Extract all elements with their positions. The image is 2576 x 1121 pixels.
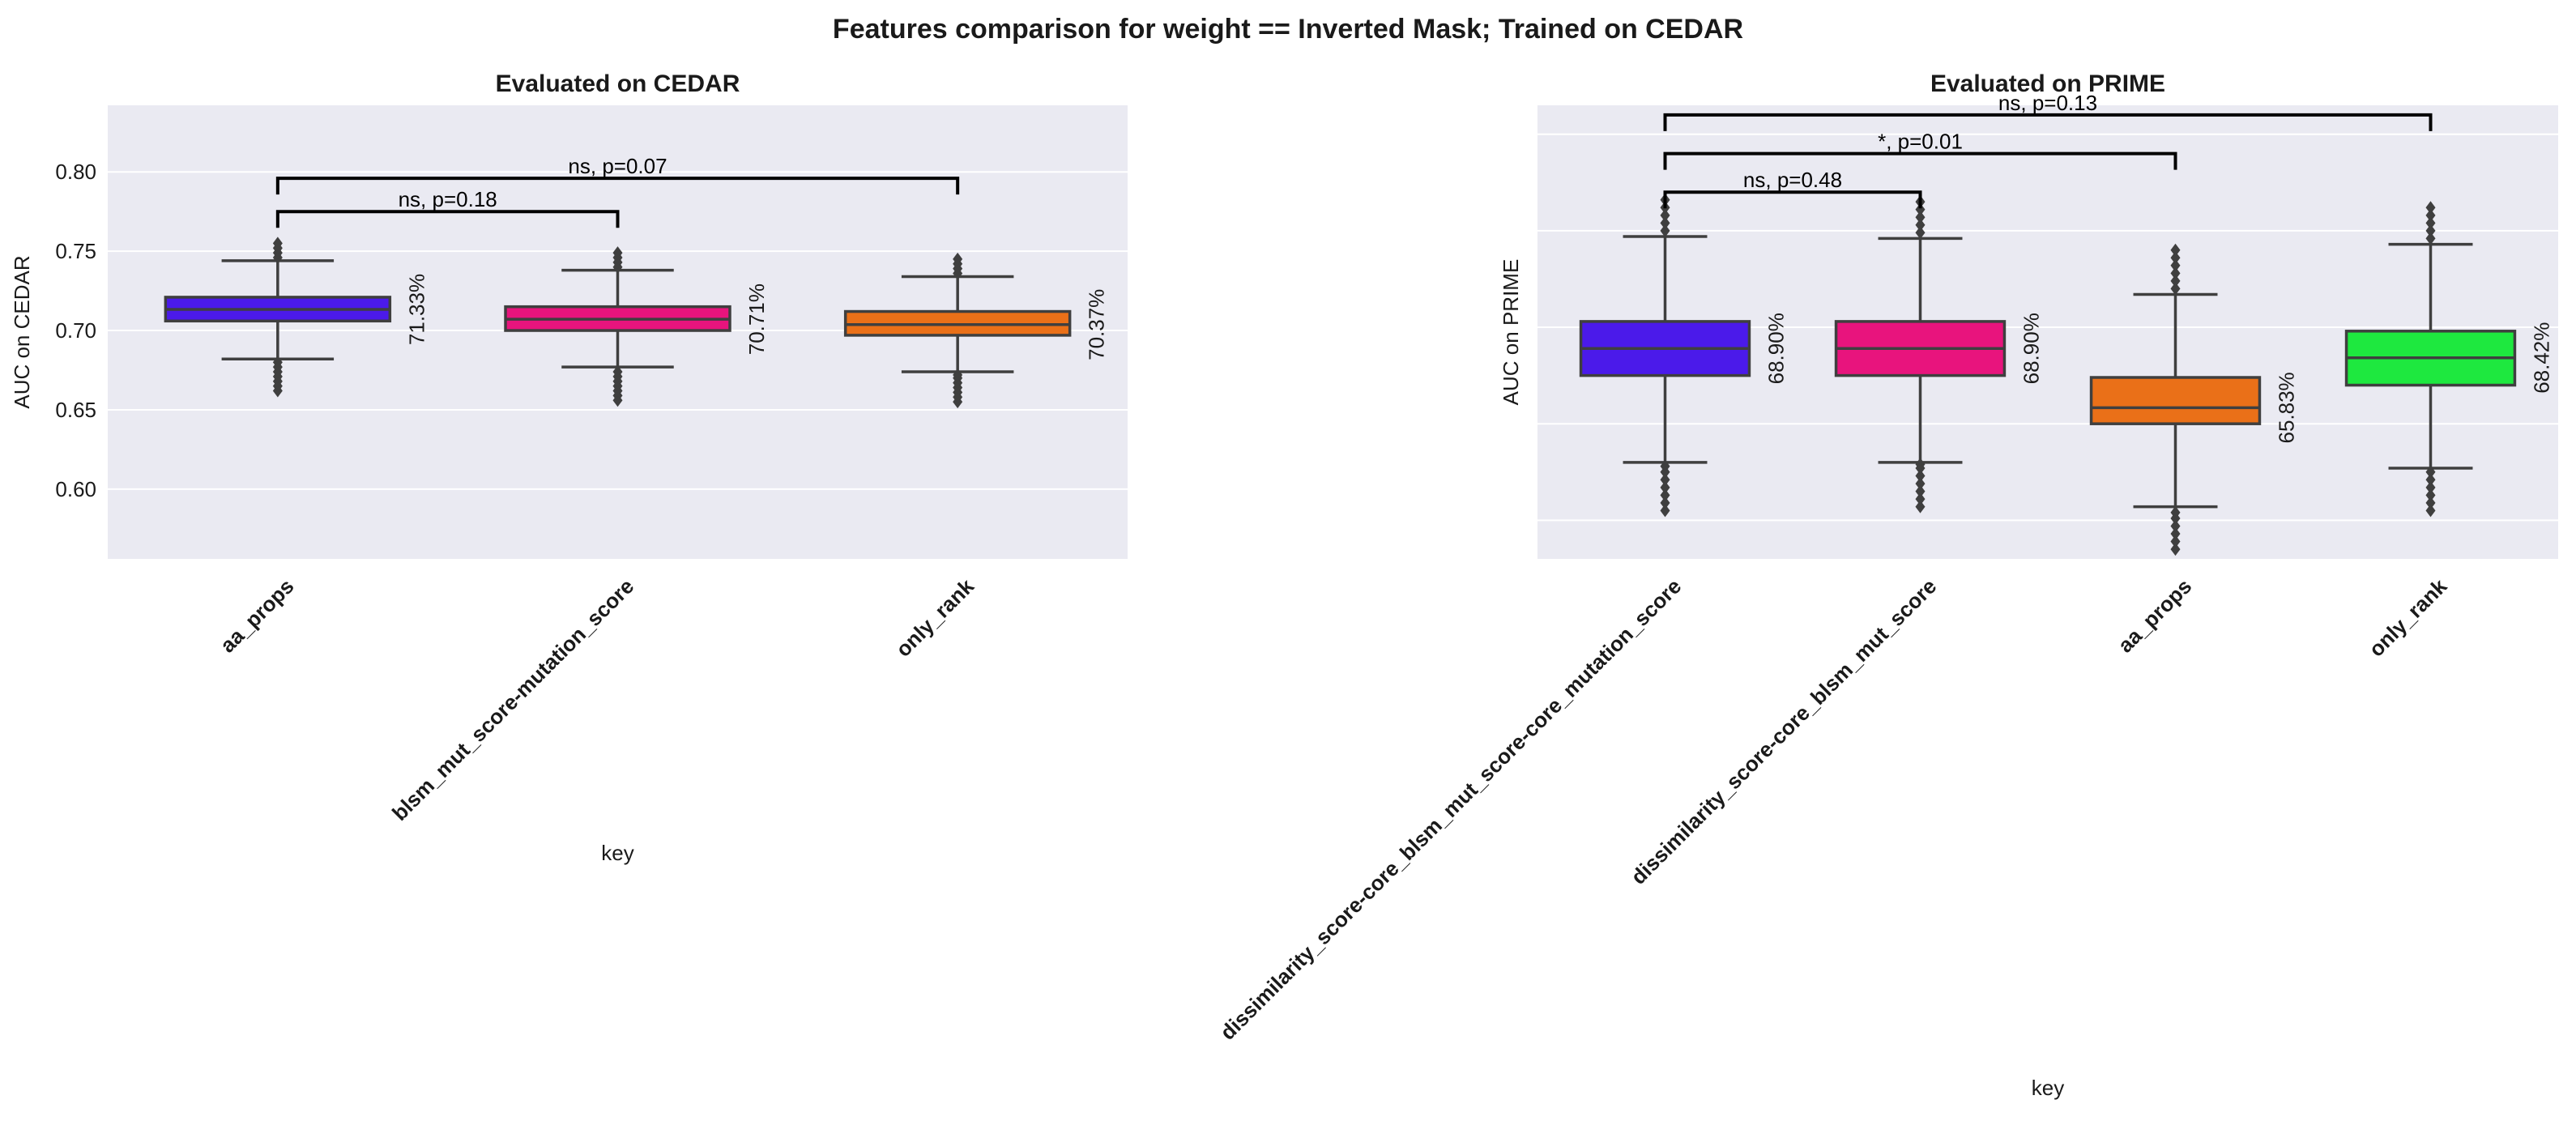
bracket-label: ns, p=0.07 [568,154,667,178]
flier-point [2425,224,2436,237]
significance-bracket: ns, p=0.48 [1663,168,1922,209]
flier-point [1660,480,1670,494]
flier-point [2425,473,2436,487]
x-tick-label: only_rank [891,573,979,661]
x-tick-label: dissimilarity_score-core_blsm_mut_score [1626,574,1941,889]
bracket-label: ns, p=0.48 [1743,168,1842,192]
value-label: 68.90% [1764,313,1788,384]
flier-point [2425,232,2436,245]
y-axis-label: AUC on CEDAR [10,255,34,408]
flier-point [1660,473,1670,487]
x-tick-label: aa_props [215,574,299,658]
box-dissimilarity_score-core_blsm_mut_score: 68.90% [1834,195,2043,514]
value-label: 68.90% [2019,313,2043,384]
y-tick-label: 0.80 [55,160,96,184]
flier-point [1915,211,1926,224]
flier-point [272,356,283,369]
box-dissimilarity_score-core_blsm_mut_score-core_mutation_score: 68.90% [1579,193,1788,518]
box-blsm_mut_score-mutation_score: 70.71% [504,246,769,407]
bracket-label: *, p=0.01 [1878,130,1963,154]
box-only_rank: 68.42% [2344,201,2553,518]
flier-point [2425,488,2436,502]
bracket-line [1663,190,1922,209]
flier-point [1915,469,1926,483]
y-tick-label: 0.65 [55,398,96,422]
flier-point [2425,496,2436,509]
value-label: 68.42% [2529,322,2553,394]
bracket-line [275,177,960,195]
flier-point [2425,480,2436,494]
flier-point [2425,201,2436,215]
flier-point [1660,216,1670,230]
flier-point [1915,500,1926,514]
significance-bracket: ns, p=0.18 [275,187,620,228]
bracket-label: ns, p=0.13 [1998,91,2097,115]
value-label: 70.71% [744,283,769,355]
flier-point [612,364,623,378]
flier-point [2170,535,2181,548]
flier-point [612,246,623,260]
bracket-label: ns, p=0.18 [399,187,497,211]
significance-bracket: ns, p=0.13 [1663,91,2433,131]
x-axis-label: key [2032,1076,2064,1100]
flier-point [2170,282,2181,296]
flier-point [2425,208,2436,222]
box-aa_props: 65.83% [2089,243,2298,556]
flier-point [2170,519,2181,533]
figure-suptitle: Features comparison for weight == Invert… [833,14,1743,45]
panel-title: Evaluated on CEDAR [496,70,740,97]
value-label: 65.83% [2274,372,2298,443]
y-axis-label: AUC on PRIME [1499,259,1523,406]
flier-point [1915,477,1926,491]
flier-point [1660,459,1670,473]
flier-point [2170,243,2181,257]
flier-point [2170,274,2181,288]
flier-point [1915,458,1926,471]
flier-point [1660,504,1670,518]
value-label: 70.37% [1085,289,1109,360]
flier-point [1915,492,1926,506]
panel-cedar: 0.60 0.65 0.70 0.75 0.80 Evaluated on CEDAR AU… [10,70,1128,865]
flier-point [1660,224,1670,237]
flier-point [2425,504,2436,518]
flier-point [1660,496,1670,509]
flier-point [1915,202,1926,216]
significance-bracket: *, p=0.01 [1663,130,2177,170]
y-tick-label: 0.60 [55,477,96,501]
box-only_rank: 70.37% [843,252,1109,409]
flier-point [2170,258,2181,272]
flier-point [1915,484,1926,498]
box-iqr [2089,376,2262,425]
flier-point [2170,266,2181,280]
flier-point [272,237,283,250]
y-tick-label: 0.70 [55,318,96,343]
flier-point [1660,488,1670,502]
panel-prime: Evaluated on PRIME AUC on PRIME key 68.90% d… [1215,70,2558,1100]
value-label: 71.33% [404,274,429,345]
y-tick-label: 0.75 [55,239,96,263]
flier-point [2170,505,2181,519]
x-tick-label: aa_props [2113,574,2196,658]
x-tick-label: blsm_mut_score-mutation_score [387,574,638,825]
flier-point [1915,218,1926,232]
x-tick-label: only_rank [2364,573,2451,661]
flier-point [2425,465,2436,479]
significance-bracket: ns, p=0.07 [275,154,960,195]
bracket-line [275,210,620,228]
x-axis-label: key [601,841,633,865]
flier-point [1660,208,1670,222]
flier-point [1915,226,1926,240]
flier-point [953,368,963,381]
flier-point [2170,251,2181,265]
box-aa_props: 71.33% [164,237,429,398]
x-tick-label: dissimilarity_score-core_blsm_mut_score-… [1215,574,1686,1045]
bracket-line [1663,113,2433,131]
flier-point [2170,543,2181,556]
flier-point [2425,216,2436,230]
flier-point [2170,527,2181,541]
bracket-line [1663,151,2177,170]
flier-point [953,252,963,266]
panel-title: Evaluated on PRIME [1930,70,2165,97]
